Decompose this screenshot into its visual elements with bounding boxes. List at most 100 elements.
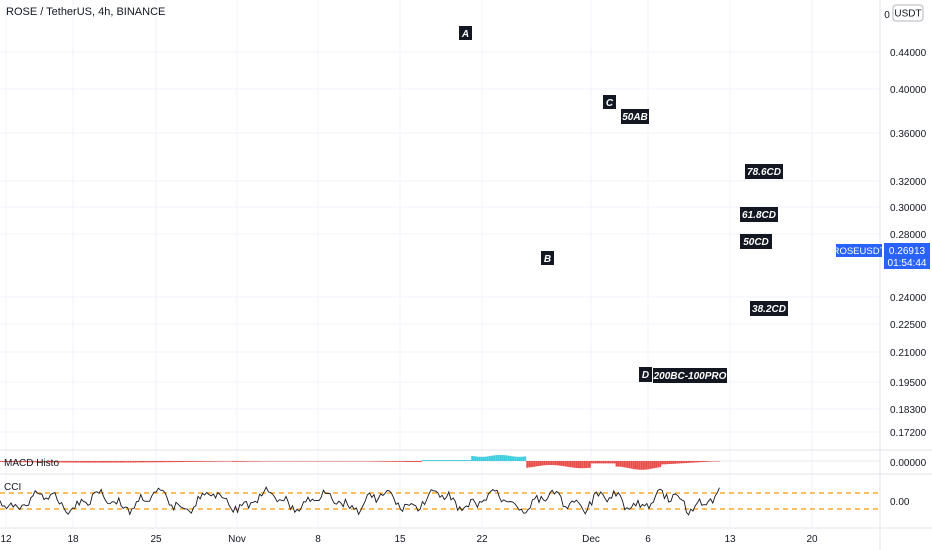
macd-bar [307, 461, 310, 462]
macd-bar [357, 461, 359, 462]
macd-bar [450, 460, 453, 461]
time-axis[interactable]: 12 18 25 Nov 8 15 22 Dec 6 13 20 [0, 534, 818, 545]
macd-bar [670, 461, 673, 464]
macd-bar [311, 461, 314, 462]
macd-bar [571, 461, 574, 468]
macd-bar [524, 456, 527, 461]
macd-bar [243, 461, 245, 462]
macd-bar [271, 461, 274, 462]
macd-bar [231, 461, 234, 462]
macd-bar [630, 461, 633, 469]
macd-bar [606, 461, 608, 464]
macd-bar [24, 461, 27, 463]
macd-bar [418, 461, 420, 463]
macd-bar [416, 461, 418, 463]
macd-bar [102, 461, 105, 463]
macd-bar [621, 461, 624, 467]
macd-bar [505, 455, 508, 461]
macd-bar [77, 461, 80, 463]
macd-bar [201, 461, 204, 462]
macd-bar [30, 461, 33, 463]
symbol-badge-label: ROSEUSDT [833, 246, 886, 257]
macd-bar [522, 456, 525, 461]
level-50-box [740, 234, 772, 249]
macd-bar [146, 461, 149, 463]
macd-bar [172, 461, 175, 463]
macd-bar [718, 461, 720, 462]
macd-bar [594, 461, 597, 464]
macd-bar [38, 461, 40, 463]
macd-bar [383, 461, 386, 462]
macd-bar [499, 454, 502, 461]
macd-bar [385, 461, 388, 462]
macd-bar [283, 461, 285, 462]
macd-bar [611, 461, 614, 464]
macd-bar [581, 461, 584, 469]
macd-bar [685, 461, 688, 464]
macd-bar [399, 461, 401, 462]
macd-bar [520, 456, 523, 461]
time-tick: 15 [394, 534, 406, 545]
point-label-d: D [639, 367, 652, 382]
macd-bar [537, 461, 540, 467]
macd-bar [456, 460, 458, 461]
macd-bar [423, 460, 426, 461]
macd-bar [256, 461, 259, 462]
macd-bar [248, 461, 251, 462]
macd-bar [625, 461, 627, 468]
point-c-text: C [606, 98, 614, 109]
currency-badge[interactable] [892, 4, 924, 22]
macd-bar [448, 460, 451, 461]
price-tick: 0.40000 [890, 85, 927, 96]
macd-bar [376, 461, 378, 462]
macd-bar [328, 461, 331, 462]
macd-bar [317, 461, 320, 462]
macd-bar [304, 461, 306, 462]
macd-bar [125, 461, 128, 463]
macd-bar [442, 460, 445, 461]
macd-bar [182, 461, 185, 463]
macd-bar [657, 461, 660, 468]
ratio-50ab-box [621, 109, 649, 124]
macd-bar [197, 461, 200, 462]
macd-bar [60, 461, 63, 463]
macd-bar [115, 461, 118, 463]
macd-bar [345, 461, 348, 462]
macd-bar [684, 461, 686, 464]
time-tick: Nov [228, 534, 246, 545]
macd-bar [608, 461, 610, 464]
macd-bar [184, 461, 187, 463]
level-786-box [745, 164, 783, 179]
macd-bar [212, 461, 215, 462]
price-axis[interactable]: 0.44000 0.40000 0.36000 0.32000 0.30000 … [890, 48, 927, 439]
macd-bar [697, 461, 700, 463]
macd-bar [461, 460, 464, 461]
macd-bar [32, 461, 35, 463]
macd-bar [252, 461, 255, 462]
macd-bar [598, 461, 601, 464]
macd-bar [478, 456, 481, 461]
macd-bar [359, 461, 361, 462]
macd-bar [131, 461, 133, 463]
macd-bar [391, 461, 394, 462]
macd-bar [366, 461, 369, 462]
ratio-50ab-text: 50AB [622, 112, 648, 123]
macd-bar [114, 461, 116, 463]
macd-bar [93, 461, 95, 463]
macd-bar [440, 460, 443, 461]
macd-bar [51, 461, 54, 463]
macd-bar [3, 461, 6, 463]
macd-bar [663, 461, 665, 465]
macd-bar [247, 461, 249, 462]
macd-bar [1, 461, 4, 462]
macd-bar [539, 461, 542, 466]
macd-bar [290, 461, 293, 462]
macd-bar [5, 461, 8, 463]
macd-bar [410, 461, 413, 462]
macd-bar [9, 461, 12, 463]
macd-bar [419, 461, 422, 463]
level-786-text: 78.6CD [747, 167, 781, 178]
macd-bar [368, 461, 371, 462]
cci-line [0, 486, 720, 516]
macd-bar [36, 461, 38, 463]
